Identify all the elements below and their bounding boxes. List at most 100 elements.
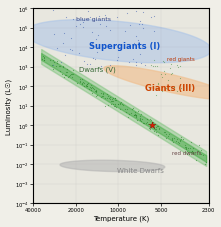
Point xyxy=(175,138,179,142)
Point xyxy=(139,115,142,119)
Point xyxy=(101,92,105,96)
Point xyxy=(134,64,137,68)
Point xyxy=(194,159,198,163)
Point xyxy=(179,65,182,69)
Point xyxy=(127,61,131,64)
Point xyxy=(86,10,90,14)
Point xyxy=(179,136,183,139)
Point xyxy=(156,125,159,128)
Point xyxy=(171,140,175,144)
Point xyxy=(84,85,87,88)
Point xyxy=(125,110,128,114)
Point xyxy=(185,150,189,153)
Polygon shape xyxy=(25,20,211,64)
Point xyxy=(166,79,170,83)
Point xyxy=(132,114,135,118)
Point xyxy=(69,37,72,40)
Point xyxy=(199,152,203,156)
Point xyxy=(177,141,181,145)
Point xyxy=(176,66,179,69)
Point xyxy=(82,60,86,64)
Point xyxy=(71,73,75,76)
Point xyxy=(160,89,163,93)
Point xyxy=(119,108,122,112)
Point xyxy=(108,29,111,33)
Point xyxy=(151,125,155,128)
Point xyxy=(90,84,93,87)
Point xyxy=(70,76,74,79)
Point xyxy=(170,72,173,75)
Point xyxy=(128,24,131,27)
Point xyxy=(120,103,124,106)
Point xyxy=(111,97,115,101)
Point xyxy=(99,95,103,99)
Point xyxy=(203,162,207,166)
Point xyxy=(142,121,145,125)
Point xyxy=(139,118,142,122)
Point xyxy=(175,64,179,68)
Point xyxy=(129,111,132,115)
Point xyxy=(51,68,55,71)
Point xyxy=(146,122,149,126)
Point xyxy=(70,49,74,53)
Point xyxy=(134,60,138,64)
Point xyxy=(152,30,156,34)
Point xyxy=(65,74,68,77)
Point xyxy=(145,121,149,124)
Point xyxy=(163,130,167,134)
Point xyxy=(99,65,103,69)
Point xyxy=(61,65,65,69)
Point xyxy=(83,85,86,89)
Point xyxy=(123,30,127,33)
Point xyxy=(135,118,139,122)
Point xyxy=(64,17,67,20)
Point xyxy=(149,128,152,131)
Point xyxy=(94,90,97,93)
Point xyxy=(174,140,178,143)
Point xyxy=(91,87,95,91)
Point xyxy=(90,87,93,90)
Point xyxy=(151,65,154,68)
Point xyxy=(113,44,117,47)
Point xyxy=(138,53,142,57)
Point xyxy=(169,73,173,77)
Point xyxy=(82,81,85,84)
Point xyxy=(135,116,138,120)
Point xyxy=(126,116,130,120)
Point xyxy=(164,73,167,76)
Point xyxy=(110,100,114,103)
Point xyxy=(71,18,75,22)
Point xyxy=(103,14,107,17)
Point xyxy=(123,107,126,111)
Point xyxy=(171,137,174,140)
Point xyxy=(95,51,99,54)
Point xyxy=(197,143,201,147)
Point xyxy=(183,143,187,147)
Point xyxy=(141,122,144,125)
Point xyxy=(191,149,194,153)
Point xyxy=(101,92,104,96)
Point xyxy=(117,102,120,106)
Polygon shape xyxy=(104,67,221,100)
Point xyxy=(63,76,66,79)
Point xyxy=(71,69,75,72)
Point xyxy=(181,138,185,141)
Point xyxy=(66,76,69,79)
Point xyxy=(76,82,79,86)
Point xyxy=(93,90,97,93)
Point xyxy=(164,87,168,91)
Point xyxy=(80,82,84,86)
Point xyxy=(51,64,54,67)
Point xyxy=(64,71,68,75)
Point xyxy=(146,118,149,121)
Point xyxy=(135,10,138,13)
Point xyxy=(151,120,155,124)
Point xyxy=(183,146,186,149)
Point xyxy=(113,103,117,106)
Point xyxy=(140,118,144,121)
Point xyxy=(97,34,100,38)
Point xyxy=(95,90,98,94)
Point xyxy=(152,15,156,18)
Point xyxy=(139,119,143,123)
Point xyxy=(154,126,158,130)
